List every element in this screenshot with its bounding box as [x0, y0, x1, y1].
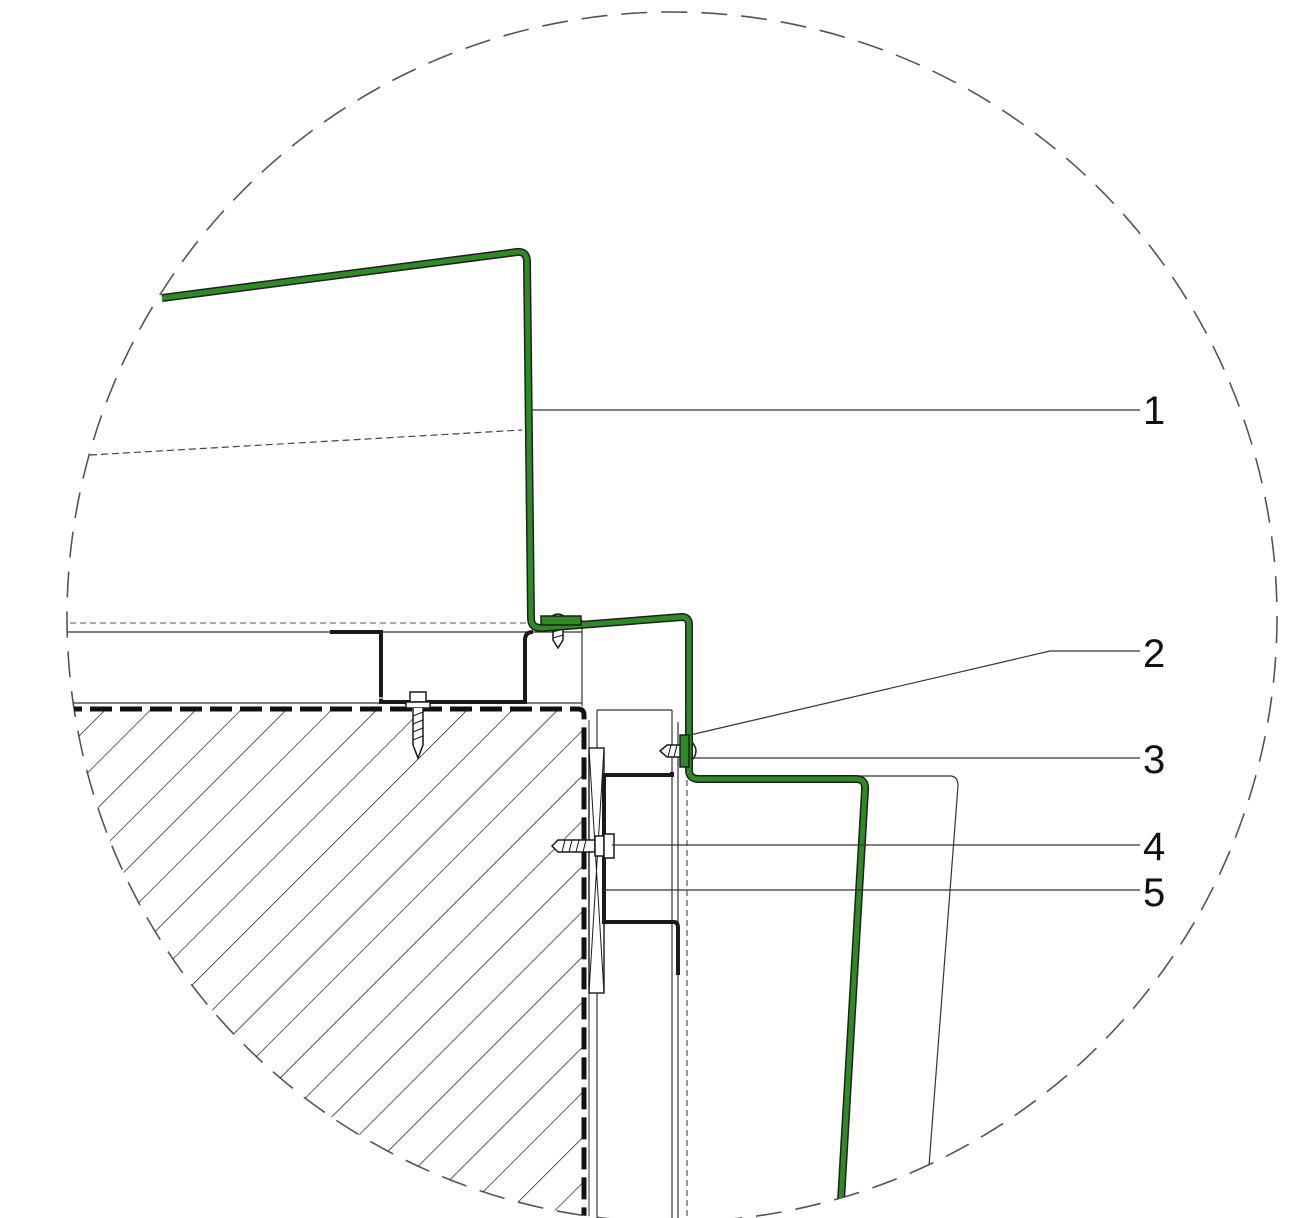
callout-label-5: 5 — [1143, 871, 1165, 915]
roof-screw — [405, 691, 431, 761]
wall-bracket-lower — [602, 888, 680, 975]
facade-junction-clip — [679, 734, 690, 768]
wall-bracket-profile — [602, 772, 674, 888]
outer-cladding-outline — [690, 775, 959, 1218]
callout-label-1: 1 — [1143, 389, 1165, 433]
callout-label-2: 2 — [1143, 632, 1165, 676]
anchor-bolt — [550, 833, 615, 859]
detail-content — [67, 247, 959, 1218]
detail-boundary-circle — [66, 11, 1278, 1218]
bracket-plate-diagonal-2 — [588, 747, 605, 994]
callout-leaders — [532, 409, 1140, 891]
callout-label-3: 3 — [1143, 738, 1165, 782]
roof-z-profile-inner — [336, 634, 521, 699]
leader-line-2 — [689, 650, 1140, 736]
callout-label-4: 4 — [1143, 825, 1165, 869]
roof-z-profile — [330, 630, 534, 704]
parapet-coping-flashing-fill — [161, 249, 868, 1218]
coping-slope-dashed-line — [89, 429, 523, 456]
concrete-wall-hatched — [67, 710, 583, 1218]
coping-junction-clip — [540, 615, 582, 626]
waterproofing-membrane — [67, 706, 587, 1218]
